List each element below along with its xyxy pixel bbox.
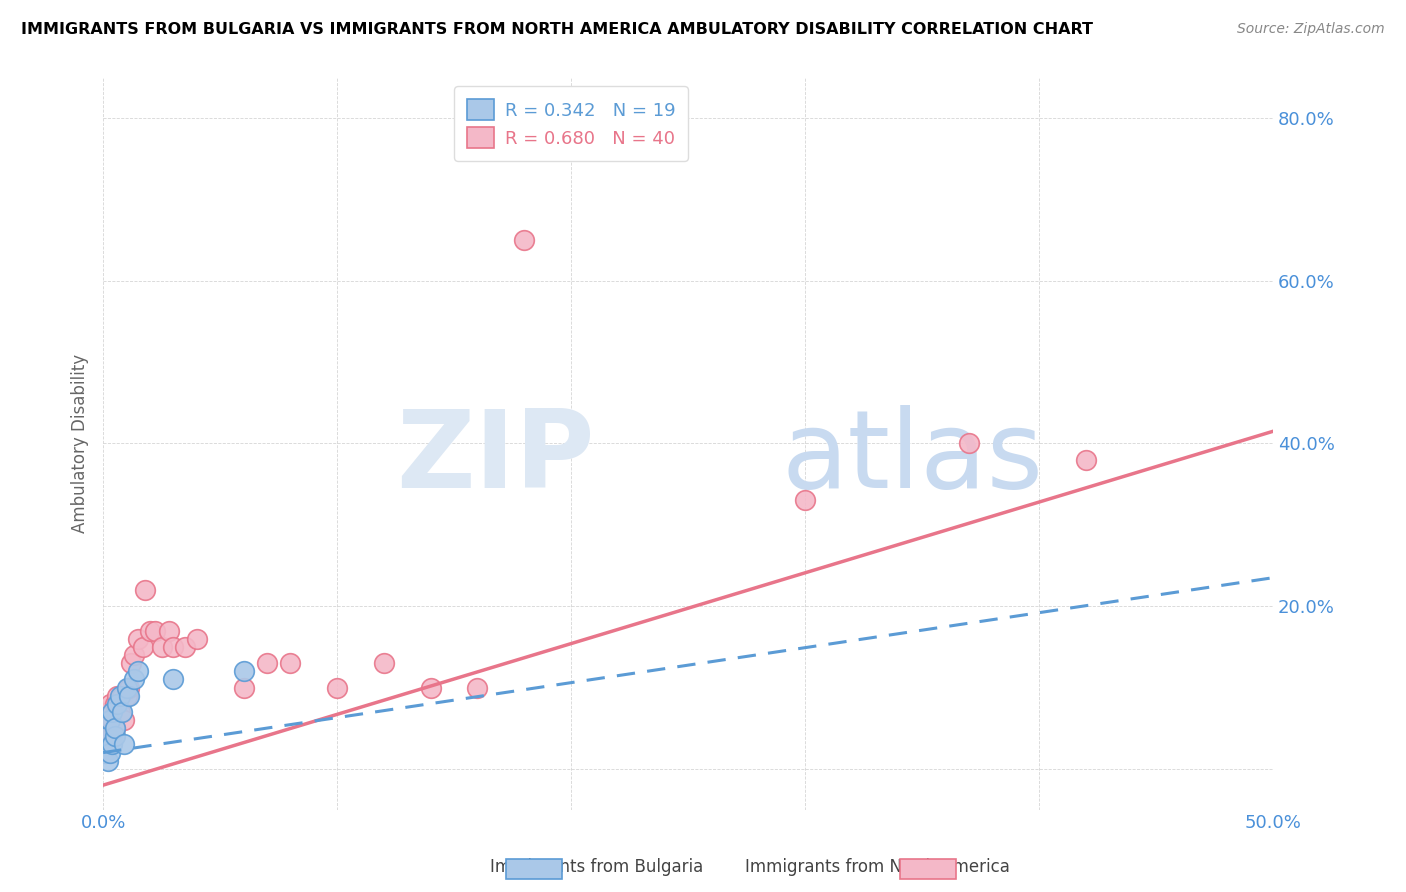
- Point: [150, 640, 173, 654]
- Point: [94, 721, 117, 735]
- Point: [104, 721, 127, 735]
- Point: [467, 681, 489, 695]
- Point: [105, 697, 128, 711]
- Point: [139, 624, 162, 638]
- Point: [122, 648, 145, 662]
- Point: [105, 705, 128, 719]
- Text: Source: ZipAtlas.com: Source: ZipAtlas.com: [1237, 22, 1385, 37]
- Text: IMMIGRANTS FROM BULGARIA VS IMMIGRANTS FROM NORTH AMERICA AMBULATORY DISABILITY : IMMIGRANTS FROM BULGARIA VS IMMIGRANTS F…: [21, 22, 1092, 37]
- Text: Immigrants from North America: Immigrants from North America: [745, 858, 1010, 876]
- Point: [108, 689, 131, 703]
- Point: [419, 681, 441, 695]
- Point: [104, 721, 127, 735]
- Point: [108, 705, 131, 719]
- Point: [957, 436, 980, 450]
- Point: [98, 746, 121, 760]
- Point: [127, 632, 149, 646]
- Point: [94, 746, 117, 760]
- Point: [127, 665, 149, 679]
- Point: [232, 681, 254, 695]
- Point: [101, 738, 124, 752]
- Point: [104, 697, 127, 711]
- Text: Immigrants from Bulgaria: Immigrants from Bulgaria: [489, 858, 703, 876]
- Point: [132, 640, 155, 654]
- Point: [118, 689, 141, 703]
- Point: [97, 729, 120, 743]
- Text: ZIP: ZIP: [396, 405, 595, 511]
- Point: [118, 681, 141, 695]
- Point: [232, 665, 254, 679]
- Point: [97, 754, 120, 768]
- Point: [101, 729, 124, 743]
- Point: [98, 697, 121, 711]
- Point: [143, 624, 166, 638]
- Point: [115, 681, 138, 695]
- Point: [111, 689, 134, 703]
- Point: [162, 673, 184, 687]
- Point: [94, 746, 117, 760]
- Point: [112, 738, 135, 752]
- Point: [256, 656, 278, 670]
- Point: [120, 656, 142, 670]
- Point: [122, 673, 145, 687]
- Point: [186, 632, 208, 646]
- Point: [134, 582, 156, 597]
- Point: [98, 729, 121, 743]
- Text: atlas: atlas: [782, 405, 1043, 511]
- Point: [104, 729, 127, 743]
- Point: [101, 713, 124, 727]
- Point: [115, 689, 138, 703]
- Legend: R = 0.342   N = 19, R = 0.680   N = 40: R = 0.342 N = 19, R = 0.680 N = 40: [454, 87, 688, 161]
- Y-axis label: Ambulatory Disability: Ambulatory Disability: [72, 354, 89, 533]
- Point: [174, 640, 197, 654]
- Point: [162, 640, 184, 654]
- Point: [326, 681, 349, 695]
- Point: [105, 689, 128, 703]
- Point: [513, 233, 536, 247]
- Point: [97, 738, 120, 752]
- Point: [157, 624, 180, 638]
- Point: [111, 705, 134, 719]
- Point: [98, 713, 121, 727]
- Point: [97, 705, 120, 719]
- Point: [373, 656, 395, 670]
- Point: [101, 705, 124, 719]
- Point: [794, 493, 817, 508]
- Point: [278, 656, 301, 670]
- Point: [1074, 452, 1097, 467]
- Point: [112, 713, 135, 727]
